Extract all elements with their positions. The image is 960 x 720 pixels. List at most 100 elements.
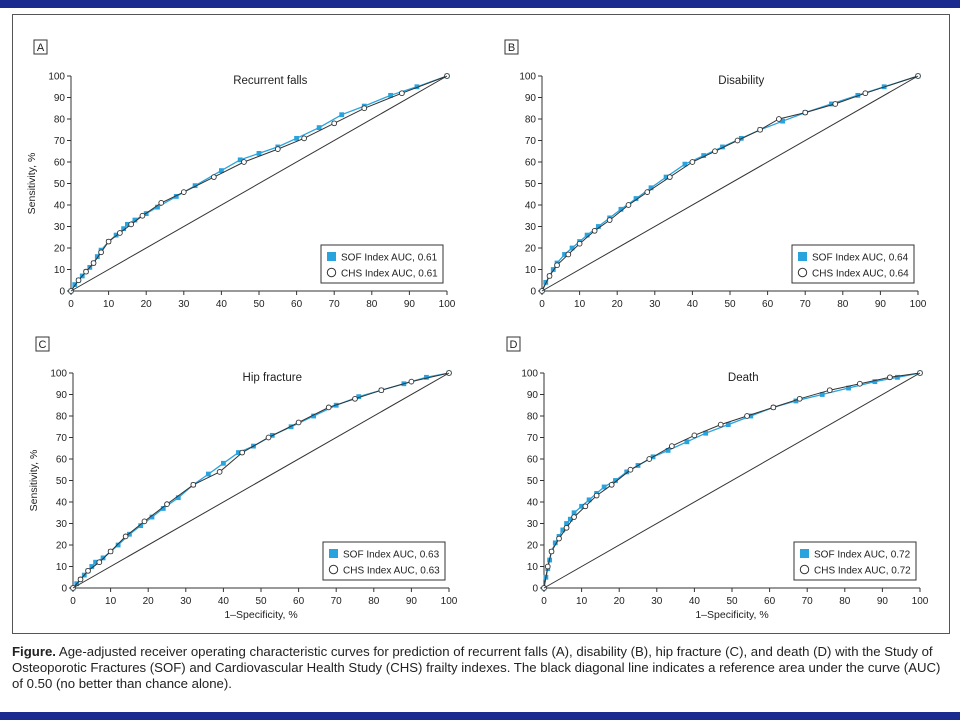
panel-letter: A bbox=[33, 39, 48, 55]
y-tick-label: 40 bbox=[56, 498, 68, 509]
panel-letter-box bbox=[33, 39, 48, 55]
y-tick-label: 50 bbox=[56, 476, 68, 487]
caption-label: Figure. bbox=[12, 644, 56, 659]
y-tick-label: 10 bbox=[525, 265, 537, 276]
x-tick-label: 20 bbox=[141, 299, 153, 310]
sof-point bbox=[564, 521, 569, 526]
x-tick-label: 90 bbox=[877, 596, 889, 607]
chs-point bbox=[887, 374, 893, 381]
x-tick-label: 40 bbox=[216, 299, 228, 310]
sof-point bbox=[113, 232, 119, 238]
sof-point bbox=[725, 422, 731, 427]
x-tick-label: 70 bbox=[800, 299, 812, 310]
x-tick-label: 50 bbox=[255, 596, 267, 607]
chs-point bbox=[832, 101, 839, 107]
chs-point bbox=[593, 492, 600, 499]
panel-d: D Death 00 10 10 20 20 30 30 40 40 50 50 60 60 70 70 80 80… bbox=[506, 336, 929, 621]
legend-box bbox=[322, 541, 446, 581]
chs-point bbox=[96, 559, 103, 566]
sof-point bbox=[829, 101, 834, 107]
y-tick-label: 20 bbox=[525, 244, 537, 255]
x-tick-label: 0 bbox=[70, 596, 76, 607]
sof-point bbox=[596, 224, 601, 229]
y-tick-label: 100 bbox=[48, 72, 65, 83]
x-tick-label: 0 bbox=[541, 596, 547, 607]
chs-point bbox=[141, 518, 148, 525]
chart-title: Disability bbox=[718, 75, 764, 87]
y-tick-label: 90 bbox=[525, 93, 537, 104]
x-tick-label: 60 bbox=[293, 596, 305, 607]
chs-point bbox=[77, 576, 84, 583]
panel-letter-box bbox=[506, 336, 521, 352]
y-tick-label: 50 bbox=[527, 476, 539, 487]
x-tick-label: 60 bbox=[291, 299, 303, 310]
y-tick-label: 0 bbox=[532, 584, 538, 595]
chs-point bbox=[98, 249, 104, 256]
y-tick-label: 10 bbox=[56, 562, 68, 573]
sof-point bbox=[846, 385, 851, 391]
sof-point bbox=[115, 542, 121, 548]
sof-point bbox=[311, 413, 317, 419]
y-tick-label: 100 bbox=[50, 369, 67, 380]
sof-point bbox=[160, 506, 166, 511]
legend-chs-marker bbox=[797, 267, 808, 278]
chs-point bbox=[554, 262, 560, 269]
x-tick-label: 50 bbox=[726, 596, 738, 607]
y-tick-label: 80 bbox=[527, 412, 539, 423]
chs-point bbox=[107, 548, 114, 555]
chs-point bbox=[117, 230, 123, 236]
figure-caption: Figure. Age-adjusted receiver operating … bbox=[12, 644, 952, 692]
sof-point bbox=[256, 151, 262, 156]
legend-label: CHS Index AUC, 0.63 bbox=[343, 566, 440, 577]
x-tick-label: 30 bbox=[178, 299, 190, 310]
x-tick-label: 90 bbox=[875, 299, 887, 310]
sof-point bbox=[288, 424, 294, 430]
y-tick-label: 0 bbox=[61, 584, 67, 595]
legend-chs-marker bbox=[326, 267, 337, 278]
chart-title: Recurrent falls bbox=[233, 75, 307, 87]
chs-point bbox=[666, 174, 673, 180]
sof-point bbox=[613, 478, 618, 483]
chart-title: Hip fracture bbox=[243, 372, 302, 384]
y-tick-label: 70 bbox=[525, 136, 537, 147]
chs-point bbox=[211, 174, 217, 180]
sof-point bbox=[100, 555, 106, 561]
x-tick-label: 40 bbox=[218, 596, 230, 607]
chs-point bbox=[776, 116, 782, 122]
sof-point bbox=[895, 374, 900, 380]
chs-point bbox=[862, 90, 869, 97]
sof-point bbox=[584, 232, 590, 238]
panel-letter-text: D bbox=[510, 339, 518, 351]
sof-point bbox=[624, 469, 630, 475]
y-tick-label: 80 bbox=[56, 412, 68, 423]
legend: SOF Index AUC, 0.72 CHS Index AUC, 0.72 bbox=[793, 541, 917, 581]
y-tick-label: 90 bbox=[527, 390, 539, 401]
sof-point bbox=[89, 564, 95, 569]
chs-point bbox=[75, 277, 82, 284]
sof-point bbox=[125, 221, 130, 227]
slide: A Recurrent falls 0 0 10 10 20 20 30 30 40 40 50 50 60… bbox=[0, 8, 960, 712]
x-tick-label: 0 bbox=[539, 299, 545, 310]
chs-point bbox=[122, 533, 129, 540]
sof-point bbox=[872, 379, 878, 384]
sof-point bbox=[121, 226, 127, 232]
x-tick-label: 60 bbox=[764, 596, 776, 607]
reference-line bbox=[543, 372, 921, 589]
chs-point bbox=[565, 251, 572, 258]
panel-letter: C bbox=[35, 336, 50, 352]
chs-point bbox=[856, 380, 863, 387]
y-tick-label: 80 bbox=[54, 115, 66, 126]
chs-point bbox=[352, 395, 358, 402]
chs-point bbox=[544, 563, 551, 570]
x-tick-label: 100 bbox=[439, 299, 456, 310]
chs-point bbox=[295, 419, 302, 426]
chs-point bbox=[139, 212, 146, 219]
chs-point bbox=[689, 159, 696, 165]
y-tick-label: 30 bbox=[54, 222, 66, 233]
figure-frame: A Recurrent falls 0 0 10 10 20 20 30 30 40 40 50 50 60… bbox=[12, 14, 950, 634]
x-tick-label: 100 bbox=[912, 596, 929, 607]
x-tick-label: 50 bbox=[253, 299, 265, 310]
x-tick-label: 60 bbox=[762, 299, 774, 310]
sof-point bbox=[339, 112, 345, 118]
legend-sof-marker bbox=[327, 252, 336, 261]
